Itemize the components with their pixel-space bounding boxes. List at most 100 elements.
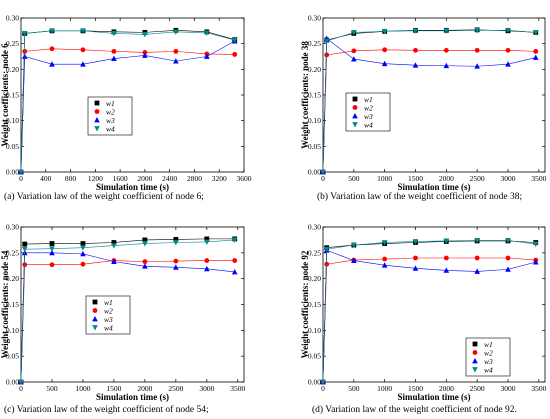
plot-frame [20,226,245,383]
data-point-w4 [49,246,55,252]
data-point-w3 [49,61,55,67]
data-point-w3 [443,62,450,69]
legend-marker [472,358,478,364]
chart-panel-1: 0.00 0.05 0.10 0.15 0.20 0.25 0.30 0 400 800 1200 1… [0,14,252,203]
legend-marker [94,109,100,114]
x-tick-label: 500 [348,384,360,393]
data-point-w3 [111,258,117,265]
data-point-w2 [22,262,28,268]
data-point-w3 [443,267,450,273]
data-point-w4 [381,28,388,35]
legend-marker [92,308,98,313]
x-tick-label: 500 [46,384,58,393]
x-tick-label: 3600 [237,174,252,183]
x-tick-label: 2500 [168,384,183,393]
data-point-w1 [142,237,148,243]
x-tick-label: 0 [19,384,23,393]
y-axis-label: Weight coefficients: node 6 [0,43,10,147]
figure-caption: (d) Variation law of the weight coeffici… [312,404,517,415]
data-point-w2 [49,262,55,268]
x-tick-label: 2000 [439,384,454,393]
y-axis-label: Weight coefficients: node 38 [300,41,310,149]
x-tick-label: 2000 [137,174,152,183]
x-tick-label: 1200 [88,174,103,183]
legend-label: w2 [104,306,113,315]
data-point-w3 [474,268,480,274]
data-point-w3 [412,265,419,271]
data-point-w2 [443,47,449,53]
data-point-w3 [351,56,357,62]
data-point-w2 [80,47,86,53]
y-tick-label: 0.10 [308,326,321,335]
data-point-w3 [173,58,179,64]
legend-label: w2 [364,103,373,112]
x-tick-label: 1500 [408,384,423,393]
legend-marker [472,350,478,355]
data-point-w2 [382,256,388,262]
x-tick-label: 1500 [106,384,121,393]
data-point-w3 [474,63,480,69]
data-point-w2 [505,255,511,261]
data-point-w4 [381,240,388,246]
legend-label: w2 [484,348,493,357]
y-axis-label: Weight coefficients: node 92 [300,250,310,358]
y-tick-label: 0.10 [6,116,19,125]
data-point-w4 [18,379,24,385]
data-point-w2 [413,47,418,53]
data-point-w4 [412,28,419,34]
x-tick-label: 1000 [377,384,392,393]
legend-label: w3 [484,357,493,366]
legend-label: w4 [104,323,113,332]
data-point-w3 [80,61,86,67]
data-point-w4 [474,238,480,244]
y-tick-label: 0.15 [6,91,19,100]
x-axis-label: Simulation time (s) [398,182,471,192]
figure-caption: (c) Variation law of the weight coeffici… [4,404,209,415]
figure-caption: (a) Variation law of the weight coeffici… [4,191,204,202]
y-tick-label: 0.20 [6,65,19,74]
data-point-w4 [351,242,357,249]
x-tick-label: 2500 [470,384,485,393]
data-point-w2 [474,47,480,53]
y-axis-label: Weight coefficients: node 54 [0,250,10,358]
data-point-w2 [232,52,238,57]
data-point-w1 [80,241,86,246]
data-point-w4 [21,246,28,253]
legend-marker [94,126,100,132]
x-tick-label: 2800 [187,174,202,183]
legend-marker [352,96,358,102]
data-point-w2 [142,259,148,265]
legend-label: w3 [104,315,113,324]
data-point-w4 [21,31,28,37]
x-tick-label: 1600 [113,174,128,183]
data-point-w4 [412,239,419,245]
y-tick-label: 0.25 [6,39,19,48]
legend-marker [472,341,478,347]
data-point-w1 [173,237,179,242]
legend-marker [352,105,358,110]
data-point-w4 [443,238,450,244]
data-point-w2 [505,47,511,53]
data-point-w3 [204,265,210,272]
x-tick-label: 3500 [531,384,546,393]
data-point-w2 [49,46,55,52]
y-tick-label: 0.30 [6,223,19,232]
figure-caption: (b) Variation law of the weight coeffici… [317,191,522,202]
x-tick-label: 2500 [470,174,485,183]
data-point-w3 [505,266,511,272]
data-point-w1 [111,240,117,245]
data-point-w3 [351,257,357,263]
x-tick-label: 2000 [137,384,152,393]
legend-label: w1 [106,99,115,108]
plot-frame [322,226,546,383]
x-tick-label: 3000 [501,384,516,393]
data-point-w4 [231,237,238,243]
legend-label: w4 [106,124,115,133]
y-tick-label: 0.25 [6,248,19,257]
y-tick-label: 0.05 [308,352,321,361]
y-tick-label: 0.10 [6,326,19,335]
x-tick-label: 0 [321,384,325,393]
